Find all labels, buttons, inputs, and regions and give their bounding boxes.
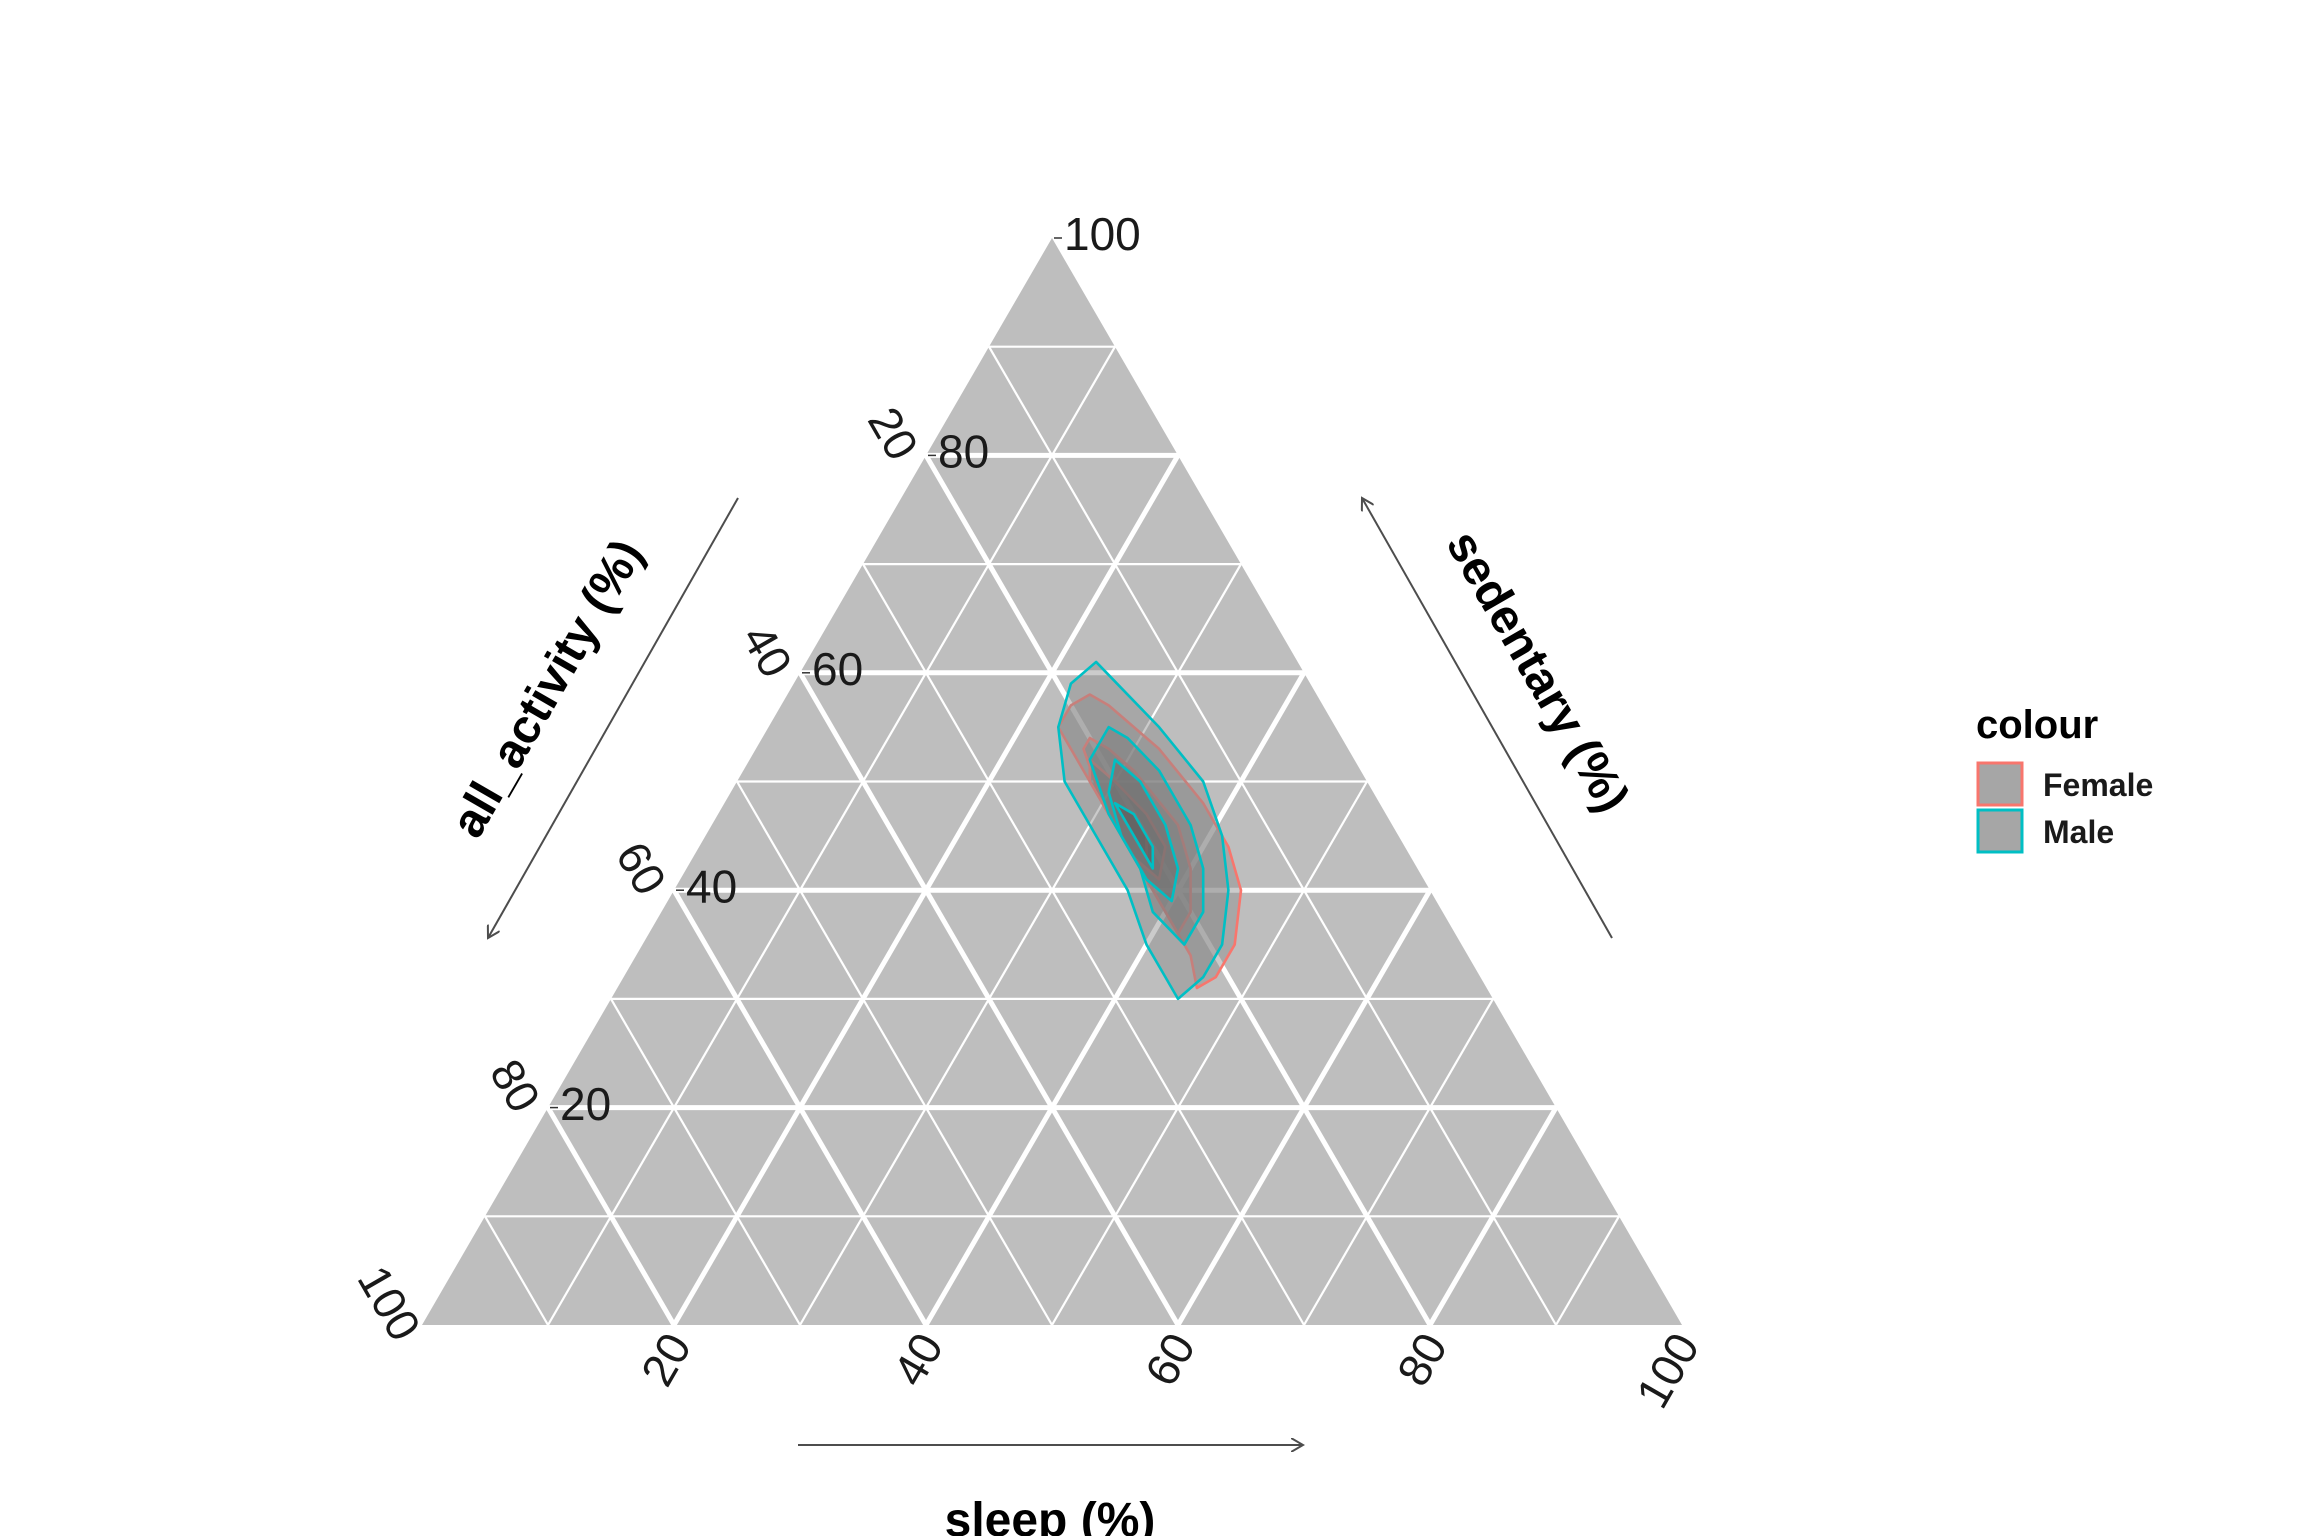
all-activity-tick-label-20: 20 [858, 398, 929, 468]
legend-key-female [1976, 761, 2024, 807]
density-contours [1057, 660, 1243, 1001]
contours-male [1057, 660, 1230, 1001]
legend-title: colour [1976, 703, 2098, 747]
grid-line-all-activity-70 [610, 998, 801, 1326]
grid-line-sleep-60 [1175, 888, 1433, 1327]
axis-arrows [488, 497, 1613, 1445]
grid-line-sleep-10 [547, 346, 1116, 1326]
legend: colour Female Male [1976, 703, 2153, 854]
all-activity-tick-label-80: 80 [480, 1051, 551, 1121]
sedentary-tick-label-80: 80 [938, 426, 989, 478]
sedentary-arrow [1362, 498, 1613, 939]
all-activity-arrow [488, 497, 739, 938]
grid-lines [484, 345, 1620, 1327]
sleep-tick-label-80: 80 [1387, 1324, 1458, 1394]
density-contour-male-4 [1113, 801, 1155, 870]
legend-key-male [1976, 808, 2024, 854]
sleep-tick-label-20: 20 [631, 1324, 702, 1394]
sedentary-tick-label-40: 40 [686, 860, 737, 912]
sedentary-tick-label-60: 60 [812, 643, 863, 695]
legend-label-female: Female [2043, 767, 2153, 803]
grid-line-all-activity-90 [484, 1215, 549, 1326]
all-activity-axis-title: all_activity (%) [441, 531, 654, 846]
grid-line-sleep-90 [1555, 1215, 1620, 1326]
all-activity-tick-label-40: 40 [732, 616, 803, 686]
all-activity-tick-label-100: 100 [348, 1257, 431, 1349]
grid-line-all-activity-60 [671, 888, 929, 1327]
sleep-tick-label-40: 40 [883, 1324, 954, 1394]
grid-line-all-activity-80 [545, 1106, 677, 1327]
grid-line-sleep-30 [799, 563, 1242, 1326]
grid-line-sleep-80 [1427, 1106, 1559, 1327]
sedentary-axis-title: sedentary (%) [1436, 522, 1639, 821]
sleep-axis-title: sleep (%) [945, 1494, 1156, 1536]
grid-line-all-activity-50 [736, 780, 1053, 1326]
sedentary-tick-label-20: 20 [560, 1078, 611, 1130]
grid-line-sleep-70 [1303, 998, 1494, 1326]
sleep-tick-label-100: 100 [1626, 1324, 1709, 1416]
legend-label-male: Male [2043, 814, 2114, 850]
grid-line-sleep-50 [1051, 780, 1368, 1326]
grid-line-all-activity-30 [862, 563, 1305, 1326]
sedentary-tick-label-100: 100 [1064, 208, 1141, 260]
grid-line-all-activity-10 [988, 346, 1557, 1326]
sleep-tick-label-60: 60 [1135, 1324, 1206, 1394]
all-activity-tick-label-60: 60 [606, 833, 677, 903]
